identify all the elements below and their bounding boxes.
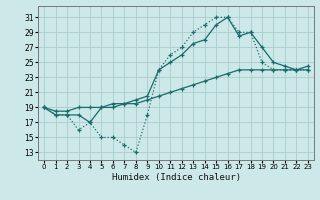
X-axis label: Humidex (Indice chaleur): Humidex (Indice chaleur): [111, 173, 241, 182]
